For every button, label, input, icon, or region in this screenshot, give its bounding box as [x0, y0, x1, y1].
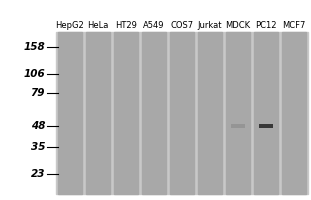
- Text: 35: 35: [30, 142, 45, 152]
- Text: 79: 79: [30, 88, 45, 98]
- Bar: [114, 32, 138, 194]
- Text: 48: 48: [30, 121, 45, 131]
- Bar: [169, 32, 194, 194]
- Text: 158: 158: [23, 42, 45, 52]
- Text: PC12: PC12: [255, 21, 277, 30]
- Text: MCF7: MCF7: [282, 21, 306, 30]
- Text: MDCK: MDCK: [225, 21, 250, 30]
- Text: 23: 23: [30, 169, 45, 179]
- Text: COS7: COS7: [170, 21, 193, 30]
- Text: 106: 106: [23, 69, 45, 79]
- Bar: [258, 124, 273, 128]
- Bar: [56, 32, 308, 194]
- Text: A549: A549: [143, 21, 165, 30]
- Text: HepG2: HepG2: [56, 21, 84, 30]
- Bar: [225, 32, 250, 194]
- Bar: [253, 32, 278, 194]
- Text: Jurkat: Jurkat: [198, 21, 222, 30]
- Bar: [197, 32, 222, 194]
- Bar: [230, 124, 245, 128]
- Bar: [58, 32, 82, 194]
- Text: HT29: HT29: [115, 21, 137, 30]
- Bar: [142, 32, 166, 194]
- Bar: [86, 32, 110, 194]
- Text: HeLa: HeLa: [87, 21, 109, 30]
- Bar: [281, 32, 306, 194]
